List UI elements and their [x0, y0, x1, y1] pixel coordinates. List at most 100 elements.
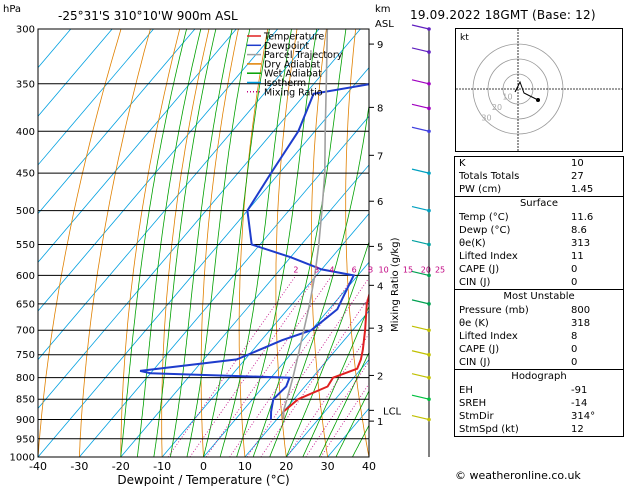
mixing-ratio-label: 8 — [368, 265, 373, 274]
pressure-tick-label: 700 — [16, 326, 35, 337]
wind-barb — [411, 79, 430, 85]
x-axis-label: Dewpoint / Temperature (°C) — [117, 473, 289, 486]
isotherm-line — [38, 29, 196, 215]
surface-row: Dewp (°C) 8.6 — [459, 225, 587, 236]
hodograph-label: kt — [460, 33, 469, 43]
km-tick-label: 3 — [377, 324, 383, 335]
mixing-ratio-line — [167, 275, 297, 457]
hodo-row: SREH -14 — [459, 398, 588, 409]
hodo-row: EH -91 — [459, 385, 588, 396]
wind-barb-dot — [427, 81, 431, 86]
mixing-ratio-label: 6 — [352, 265, 357, 274]
wind-barb — [411, 299, 430, 305]
surface-row: Temp (°C) 11.6 — [459, 212, 594, 223]
x-tick-label: -40 — [29, 460, 47, 473]
pressure-tick-label: 300 — [16, 25, 35, 36]
mixing-ratio-axis-label: Mixing Ratio (g/kg) — [390, 237, 401, 332]
pressure-tick-label: 600 — [16, 271, 35, 282]
wind-barb-dot — [427, 375, 431, 380]
pressure-tick-label: 800 — [16, 373, 35, 384]
isotherm-line — [38, 29, 237, 263]
mu-row: θe (K) 318 — [459, 318, 591, 329]
x-tick-label: -20 — [112, 460, 130, 473]
index-row: K 10 — [459, 158, 584, 169]
storm-motion-dot — [536, 98, 540, 102]
wind-barb — [411, 47, 430, 53]
isotherm-line — [203, 261, 369, 457]
x-tick-label: -10 — [153, 460, 171, 473]
surface-title: Surface — [519, 198, 559, 209]
wind-barb — [411, 239, 430, 246]
hodograph-ring-label: 10 — [502, 93, 512, 102]
mixing-ratio-label: 2 — [293, 265, 298, 274]
copyright: © weatheronline.co.uk — [455, 469, 581, 482]
datetime: 19.09.2022 18GMT (Base: 12) — [410, 8, 596, 22]
surface-row: CIN (J) 0 — [459, 277, 578, 288]
legend-label: Parcel Trajectory — [264, 50, 343, 61]
isotherm-line — [244, 310, 369, 457]
mu-row: Lifted Index 8 — [459, 331, 578, 342]
wet-adiabat — [318, 351, 369, 457]
mu-row: Pressure (mb) 800 — [459, 305, 591, 316]
wind-barb — [411, 168, 430, 174]
wind-barb — [411, 270, 430, 276]
x-tick-label: 20 — [279, 460, 293, 473]
hodograph-trace — [514, 80, 539, 101]
pressure-tick-label: 650 — [16, 299, 35, 310]
wind-barb — [411, 350, 430, 356]
dry-adiabat — [345, 29, 369, 457]
series-dewpoint — [139, 83, 369, 420]
mixing-ratio-line — [205, 275, 333, 457]
legend-label: Mixing Ratio — [264, 87, 323, 98]
mixing-ratio-line — [189, 275, 318, 457]
pressure-tick-label: 750 — [16, 350, 35, 361]
wind-barb-dot — [427, 129, 431, 134]
hodograph-ring-label: 30 — [481, 114, 491, 123]
legend-label: Dry Adiabat — [264, 59, 321, 70]
mixing-ratio-line — [320, 382, 369, 457]
isotherm-line — [285, 359, 369, 457]
surface-row: θe(K) 313 — [459, 238, 591, 249]
wind-barb-dot — [427, 352, 431, 357]
asl-label: ASL — [375, 19, 394, 30]
dry-adiabat — [38, 29, 122, 457]
mixing-ratio-line — [260, 296, 369, 457]
pressure-tick-label: 350 — [16, 79, 35, 90]
mixing-ratio-label: 15 — [403, 265, 413, 274]
km-label: km — [375, 4, 391, 15]
wind-barb — [411, 414, 430, 421]
isotherm-line — [38, 66, 369, 457]
mixing-ratio-label: 4 — [329, 265, 334, 274]
index-row: PW (cm) 1.45 — [459, 184, 594, 195]
legend-label: Wet Adiabat — [264, 69, 322, 80]
pressure-tick-label: 400 — [16, 127, 35, 138]
wind-barb — [411, 325, 430, 331]
legend-label: Dewpoint — [264, 41, 309, 52]
km-tick-label: 6 — [377, 197, 383, 208]
x-tick-label: 10 — [238, 460, 252, 473]
legend-label: Temperature — [263, 32, 324, 43]
dry-adiabat — [411, 29, 452, 457]
x-tick-label: 0 — [200, 460, 207, 473]
x-tick-label: 30 — [321, 460, 335, 473]
isotherm-line — [161, 213, 369, 457]
wind-barb-dot — [427, 27, 431, 31]
wet-adiabat — [120, 29, 187, 457]
most-unstable-title: Most Unstable — [503, 291, 575, 302]
hpa-label: hPa — [3, 4, 21, 15]
hodograph-stats-title: Hodograph — [511, 371, 567, 382]
indices-table: K 10 Totals Totals 27 PW (cm) 1.45 Surface … — [454, 156, 624, 437]
dry-adiabat — [79, 29, 151, 457]
wind-barb-dot — [427, 328, 431, 333]
plot-frame — [37, 28, 370, 458]
mixing-ratio-line — [305, 360, 369, 457]
isotherm-line — [38, 29, 113, 117]
mixing-ratio-label: 20 — [421, 265, 431, 274]
x-tick-label: 40 — [362, 460, 376, 473]
series-temperature — [282, 291, 369, 420]
km-tick-label: 9 — [377, 40, 383, 51]
dry-adiabat — [120, 29, 181, 457]
pressure-tick-label: 900 — [16, 415, 35, 426]
pressure-tick-label: 1000 — [10, 453, 35, 464]
